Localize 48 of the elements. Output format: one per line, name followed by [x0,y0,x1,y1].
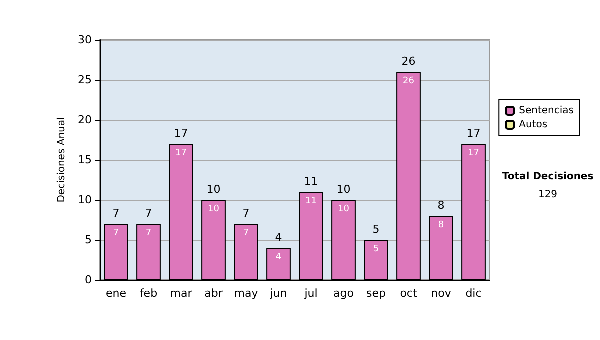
y-tick-label: 15 [78,154,92,166]
data-label: 7 [113,228,120,238]
data-label: 4 [276,252,282,262]
x-tick-label: nov [431,287,452,300]
x-tick-label: jul [304,287,318,300]
x-tick-label: ago [334,287,354,300]
data-label: 11 [306,196,317,206]
total-label: 7 [242,207,250,220]
total-label: 4 [275,231,282,244]
x-tick-label: sep [366,287,386,300]
data-label: 26 [403,76,415,86]
x-tick-label: ene [106,287,127,300]
total-label: 17 [466,127,481,140]
data-label: 17 [468,148,480,158]
legend-label: Autos [519,120,548,130]
y-tick-label: 5 [85,234,92,246]
x-tick-label: mar [170,287,193,300]
total-label: 10 [336,183,351,196]
data-label: 10 [338,204,350,214]
data-label: 7 [146,228,152,238]
x-tick-label: dic [466,287,482,300]
y-axis-title: Decisiones Anual [56,117,68,203]
total-label: 7 [112,207,120,220]
y-tick-label: 0 [85,274,92,286]
x-tick-label: oct [400,287,418,300]
legend-label: Sentencias [519,106,574,116]
x-tick-label: jun [269,287,288,300]
data-label: 17 [176,148,187,158]
x-tick-label: abr [204,287,224,300]
y-tick-label: 30 [78,34,92,46]
data-label: 10 [208,204,220,214]
total-label: 7 [145,207,152,220]
text: 129 [538,190,558,200]
x-tick-label: feb [140,287,158,300]
x-tick-label: may [234,287,259,300]
data-label: 5 [373,244,380,254]
total-label: 8 [438,199,445,212]
data-label: 7 [243,228,250,238]
data-label: 8 [438,220,444,230]
text: Total Decisiones [502,172,594,182]
total-label: 10 [206,183,221,196]
total-label: 5 [372,223,380,236]
total-label: 17 [174,127,188,140]
y-tick-label: 20 [78,114,92,126]
total-label: 11 [304,175,318,188]
y-tick-label: 10 [78,194,92,206]
total-label: 26 [402,55,416,68]
y-tick-label: 25 [78,74,92,86]
